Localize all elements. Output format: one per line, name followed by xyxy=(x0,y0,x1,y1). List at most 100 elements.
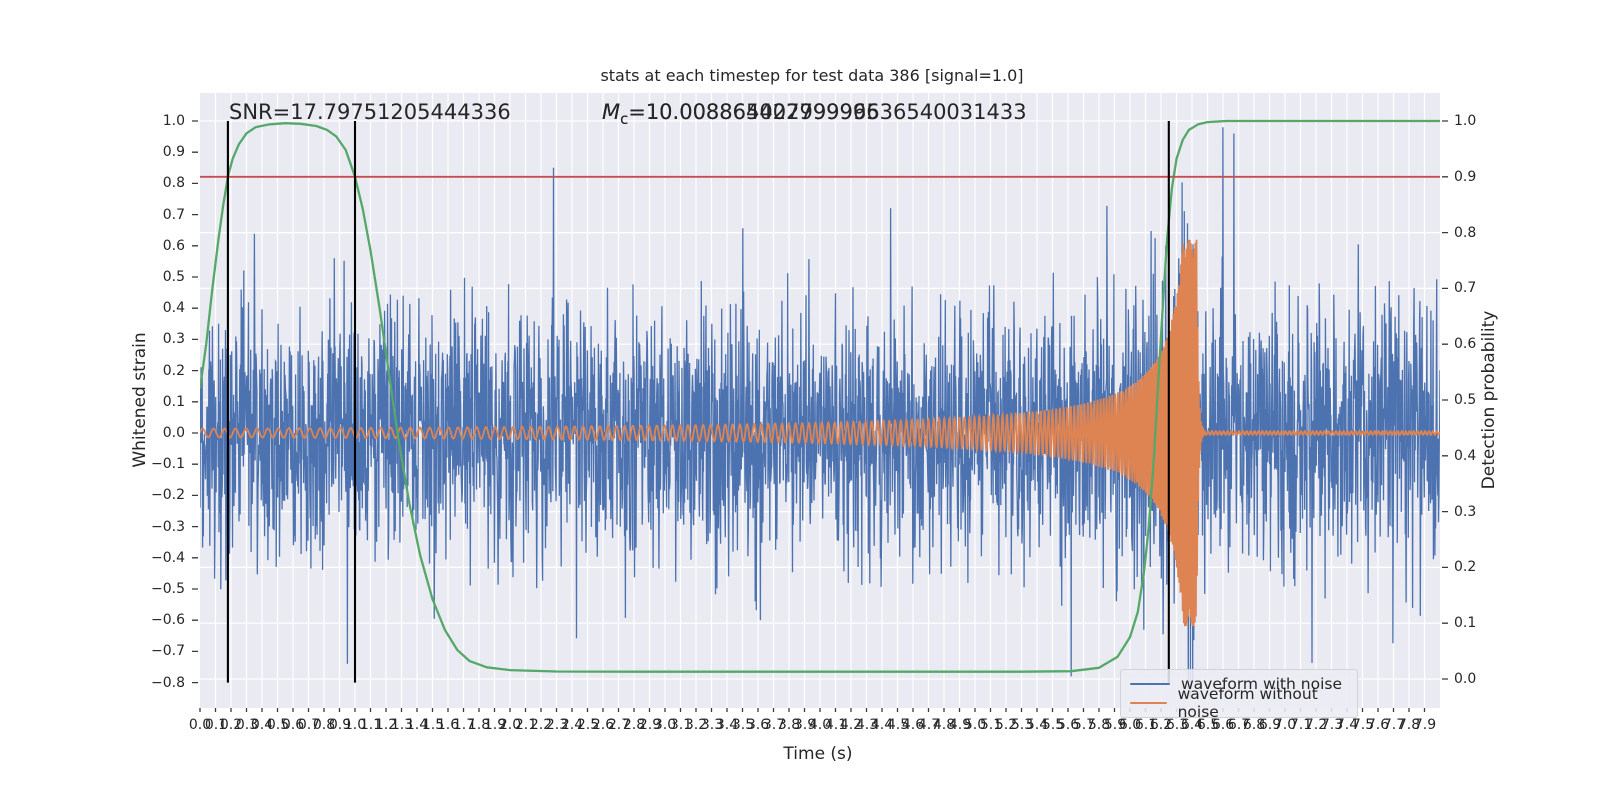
mc-symbol: M xyxy=(602,100,621,124)
x-tick-label: 1.3 xyxy=(390,717,414,733)
x-tick-label: 5.7 xyxy=(1072,717,1096,733)
y-tick-label-left: 0.2 xyxy=(162,363,185,379)
x-tick-label: 0.6 xyxy=(281,717,305,733)
x-tick-label: 0.9 xyxy=(328,717,352,733)
x-tick-label: 1.5 xyxy=(421,717,445,733)
x-tick-label: 5.0 xyxy=(963,717,987,733)
y-tick-label-left: 0.1 xyxy=(162,394,185,410)
x-tick-label: 2.9 xyxy=(638,717,662,733)
x-tick-label: 5.5 xyxy=(1041,717,1065,733)
x-tick-label: 7.9 xyxy=(1413,717,1437,733)
x-tick-label: 6.3 xyxy=(1165,717,1189,733)
y-tick-label-right: 0.6 xyxy=(1454,336,1477,352)
x-tick-label: 2.0 xyxy=(498,717,522,733)
x-tick-label: 1.8 xyxy=(467,717,491,733)
mc-annotation-front: Mc=10.008864402799996 xyxy=(602,100,880,128)
legend-label-without-noise: waveform without noise xyxy=(1177,685,1318,721)
legend-label-with-noise: waveform with noise xyxy=(1181,675,1342,693)
x-tick-label: 6.9 xyxy=(1258,717,1282,733)
legend: waveform with noise waveform without noi… xyxy=(1120,669,1358,721)
x-tick-label: 2.8 xyxy=(622,717,646,733)
x-tick-label: 4.9 xyxy=(948,717,972,733)
x-tick-label: 3.1 xyxy=(669,717,693,733)
x-tick-label: 4.2 xyxy=(839,717,863,733)
x-tick-label: 5.4 xyxy=(1025,717,1049,733)
x-tick-label: 7.5 xyxy=(1351,717,1375,733)
y-tick-label-right: 0.7 xyxy=(1454,280,1477,296)
x-tick-label: 2.4 xyxy=(560,717,584,733)
legend-item-with-noise: waveform with noise xyxy=(1130,675,1348,693)
x-tick-label: 3.9 xyxy=(793,717,817,733)
x-tick-label: 3.7 xyxy=(762,717,786,733)
x-tick-label: 6.8 xyxy=(1242,717,1266,733)
x-tick-label: 4.7 xyxy=(917,717,941,733)
x-tick-label: 3.5 xyxy=(731,717,755,733)
y-tick-label-right: 0.1 xyxy=(1454,615,1477,631)
mc-annotation-back: Mc=10.00886502799996536540031433 xyxy=(602,100,1027,128)
y-tick-label-left: −0.6 xyxy=(151,612,185,628)
mc-equals: = xyxy=(628,100,646,124)
y-tick-label-left: 0.6 xyxy=(162,238,185,254)
y-tick-label-left: 0.0 xyxy=(162,425,185,441)
y-tick-label-left: 0.4 xyxy=(162,300,185,316)
x-tick-label: 5.9 xyxy=(1103,717,1127,733)
x-tick-label: 0.5 xyxy=(266,717,290,733)
x-tick-label: 6.7 xyxy=(1227,717,1251,733)
x-tick-label: 6.6 xyxy=(1211,717,1235,733)
x-axis-label: Time (s) xyxy=(783,744,853,764)
x-tick-label: 4.8 xyxy=(932,717,956,733)
x-tick-label: 1.2 xyxy=(374,717,398,733)
x-tick-label: 7.3 xyxy=(1320,717,1344,733)
y-tick-label-left: 0.8 xyxy=(162,175,185,191)
x-tick-label: 5.3 xyxy=(1010,717,1034,733)
y-tick-label-left: −0.3 xyxy=(151,519,185,535)
y-tick-label-right: 0.8 xyxy=(1454,225,1477,241)
y-tick-label-left: 0.3 xyxy=(162,331,185,347)
clean-waveform-series xyxy=(200,239,1440,627)
x-tick-label: 4.5 xyxy=(886,717,910,733)
x-tick-label: 2.6 xyxy=(591,717,615,733)
x-tick-label: 7.7 xyxy=(1382,717,1406,733)
x-tick-label: 7.8 xyxy=(1397,717,1421,733)
x-tick-label: 7.4 xyxy=(1335,717,1359,733)
y-tick-label-left: −0.1 xyxy=(151,456,185,472)
y-tick-label-left: 0.5 xyxy=(162,269,185,285)
x-tick-label: 7.1 xyxy=(1289,717,1313,733)
mc-equals: = xyxy=(628,100,646,124)
x-tick-label: 6.5 xyxy=(1196,717,1220,733)
x-tick-label: 4.3 xyxy=(855,717,879,733)
noise-waveform-series xyxy=(200,127,1440,699)
x-tick-label: 7.0 xyxy=(1273,717,1297,733)
x-tick-label: 4.0 xyxy=(808,717,832,733)
y-tick-label-left: −0.7 xyxy=(151,643,185,659)
x-tick-label: 1.0 xyxy=(343,717,367,733)
y-tick-label-right: 1.0 xyxy=(1454,113,1477,129)
x-tick-label: 1.7 xyxy=(452,717,476,733)
legend-item-without-noise: waveform without noise xyxy=(1130,685,1348,721)
x-tick-label: 1.9 xyxy=(483,717,507,733)
mc-value-back: 10.00886502799996536540031433 xyxy=(645,100,1027,124)
y-tick-label-right: 0.4 xyxy=(1454,448,1477,464)
x-tick-label: 7.2 xyxy=(1304,717,1328,733)
x-tick-label: 6.1 xyxy=(1134,717,1158,733)
x-tick-label: 2.7 xyxy=(607,717,631,733)
y-tick-label-left: 0.9 xyxy=(162,144,185,160)
legend-swatch-with-noise-icon xyxy=(1130,683,1170,685)
y-tick-label-left: −0.2 xyxy=(151,487,185,503)
x-tick-label: 2.2 xyxy=(529,717,553,733)
x-tick-label: 5.2 xyxy=(994,717,1018,733)
y-tick-label-left: −0.4 xyxy=(151,550,185,566)
mc-value-front: 10.008864402799996 xyxy=(645,100,880,124)
y-tick-label-left: −0.8 xyxy=(151,675,185,691)
x-tick-label: 2.3 xyxy=(545,717,569,733)
chart-title: stats at each timestep for test data 386… xyxy=(600,66,1024,85)
y-tick-label-right: 0.9 xyxy=(1454,169,1477,185)
detection-probability-series xyxy=(200,119,1440,673)
x-tick-label: 4.4 xyxy=(870,717,894,733)
y-tick-label-right: 0.0 xyxy=(1454,671,1477,687)
x-tick-label: 6.2 xyxy=(1149,717,1173,733)
x-tick-label: 0.8 xyxy=(312,717,336,733)
x-tick-label: 5.8 xyxy=(1087,717,1111,733)
